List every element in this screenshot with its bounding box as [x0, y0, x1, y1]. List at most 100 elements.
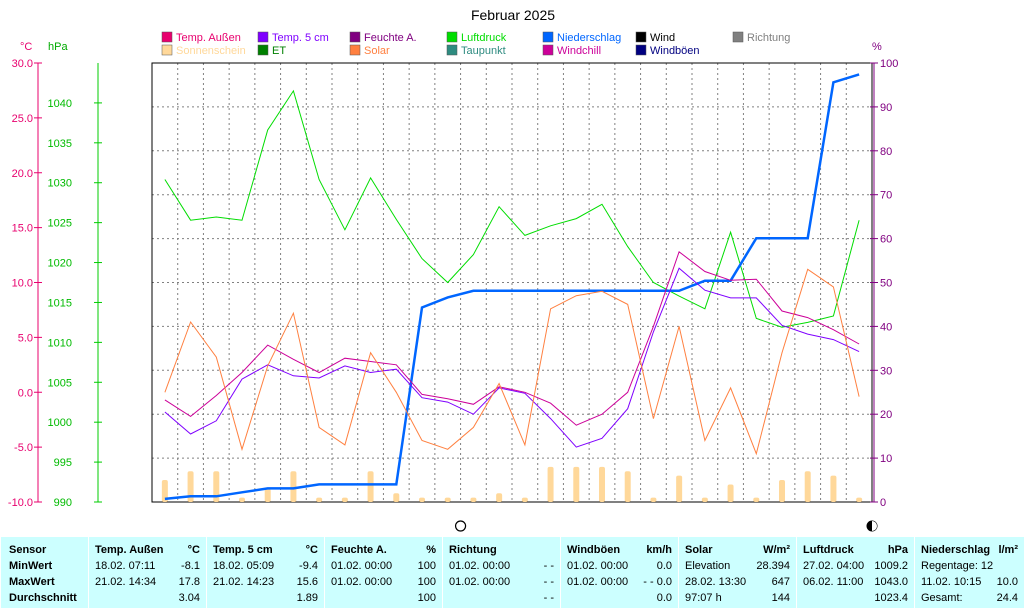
stats-column: Solar W/m² Elevation 28.394 28.02. 13:30 647 9… — [678, 537, 796, 608]
pressure-tick-label: 1035 — [48, 138, 72, 150]
stats-cell-value: 0.0 — [656, 560, 672, 572]
sunshine-bar — [701, 497, 708, 502]
stats-row-label: MinWert — [9, 560, 53, 572]
stats-column-unit: °C — [187, 544, 200, 556]
stats-column-title: Temp. 5 cm — [213, 544, 273, 556]
legend-label: Windböen — [650, 45, 700, 57]
stats-cell-label: 01.02. 00:00 — [331, 576, 393, 588]
temp-tick-label: -10.0 — [8, 497, 33, 509]
stats-cell-value: - - — [543, 592, 554, 604]
pressure-tick-label: 1025 — [48, 218, 72, 230]
sunshine-bar — [650, 497, 657, 502]
series-line-luftdruck — [164, 89, 860, 328]
stats-cell-label: 28.02. 13:30 — [685, 576, 747, 588]
temp-unit-label: °C — [20, 41, 32, 53]
temp-tick-label: 25.0 — [12, 113, 33, 125]
stats-cell-value: 100 — [417, 592, 436, 604]
percent-tick-label: 0 — [880, 497, 886, 509]
sunshine-bar — [341, 497, 348, 502]
moon-phase-highlight — [872, 521, 877, 531]
pressure-unit-label: hPa — [48, 41, 68, 53]
stats-column-title: Richtung — [449, 544, 497, 556]
legend-swatch — [446, 44, 458, 56]
stats-cell-value: 100 — [417, 560, 436, 572]
sunshine-bar — [727, 484, 734, 502]
stats-cell-label: 97:07 h — [685, 592, 722, 604]
legend-swatch — [446, 31, 458, 43]
stats-cell-value: 28.394 — [756, 560, 790, 572]
sunshine-bar — [239, 497, 245, 502]
stats-row-label: Durchschnitt — [9, 592, 77, 604]
stats-column: Windböen km/h 01.02. 00:00 0.0 01.02. 00:00 -… — [560, 537, 678, 608]
stats-column: Temp. Außen °C 18.02. 07:11 -8.1 21.02. 14:3… — [88, 537, 206, 608]
stats-cell-label: 01.02. 00:00 — [567, 560, 629, 572]
stats-cell-value: 647 — [771, 576, 790, 588]
stats-column-title: Temp. Außen — [95, 544, 164, 556]
stats-column-title: Solar — [685, 544, 713, 556]
legend-label: ET — [272, 45, 286, 57]
percent-unit-label: % — [872, 41, 882, 53]
stats-cell-label: 18.02. 07:11 — [95, 560, 156, 572]
stats-column-unit: °C — [305, 544, 318, 556]
percent-tick-label: 20 — [880, 409, 892, 421]
series-line-temp-au-en — [164, 250, 860, 426]
stats-column-unit: km/h — [646, 544, 672, 556]
legend-swatch — [635, 31, 647, 43]
sunshine-bar — [521, 497, 528, 502]
pressure-tick-label: 1010 — [48, 337, 72, 349]
stats-column-title: Feuchte A. — [331, 544, 387, 556]
stats-cell-value: 1043.0 — [874, 576, 908, 588]
stats-cell-label: Regentage: 12 — [921, 560, 994, 572]
temp-tick-label: -5.0 — [14, 442, 33, 454]
stats-cell-value: 0.0 — [656, 592, 672, 604]
series-lines — [164, 73, 860, 501]
stats-column-title: Luftdruck — [803, 544, 854, 556]
sunshine-bar — [496, 493, 503, 502]
stats-cell-label: 21.02. 14:34 — [95, 576, 157, 588]
stats-cell-value: 100 — [417, 576, 436, 588]
pressure-tick-label: 1040 — [48, 98, 72, 110]
series-line-niederschlag — [164, 73, 860, 501]
sunshine-bar — [599, 466, 605, 502]
stats-cell-label: 18.02. 05:09 — [213, 560, 275, 572]
stats-cell-value: 24.4 — [996, 592, 1018, 604]
stats-column: Feuchte A.% 01.02. 00:00 100 01.02. 00:00 10… — [324, 537, 442, 608]
legend-label: Taupunkt — [461, 45, 506, 57]
temp-tick-label: 15.0 — [12, 223, 33, 235]
temp-tick-label: 30.0 — [12, 58, 33, 70]
series-line-solar — [164, 268, 860, 456]
sunshine-bar — [624, 471, 631, 502]
legend-label: Windchill — [557, 45, 601, 57]
stats-cell-value: 10.0 — [996, 576, 1018, 588]
sunshine-bar — [470, 497, 477, 502]
stats-cell-value: - - — [543, 560, 554, 572]
stats-cell-label: Gesamt: — [921, 592, 963, 604]
percent-tick-label: 70 — [880, 190, 892, 202]
pressure-tick-label: 990 — [54, 497, 72, 509]
sunshine-bar — [187, 471, 194, 502]
legend-swatch — [349, 31, 361, 43]
chart-axes: °C hPa % 30.0 25.0 20.0 15.0 10.0 5.0 0.0 -5.0 -10.… — [8, 41, 898, 509]
legend-label: Solar — [364, 45, 390, 57]
weather-chart: °C hPa % 30.0 25.0 20.0 15.0 10.0 5.0 0.0 -5.0 -10.… — [8, 7, 898, 532]
stats-column: Richtung 01.02. 00:00 - - 01.02. 00:00 - - - … — [442, 537, 560, 608]
stats-column: Niederschlag l/m² Regentage: 12 11.02. 10:1… — [914, 537, 1024, 608]
stats-column-title: Windböen — [567, 544, 621, 556]
legend-swatch — [257, 31, 269, 43]
moon-markers — [454, 520, 878, 532]
stats-cell-label: 21.02. 14:23 — [213, 576, 275, 588]
legend-swatch — [732, 31, 744, 43]
stats-cell-label: 01.02. 00:00 — [567, 576, 629, 588]
sunshine-bar — [290, 471, 297, 502]
legend-swatch — [635, 44, 647, 56]
sunshine-bar — [547, 466, 554, 502]
sunshine-bar — [830, 475, 837, 502]
percent-tick-label: 50 — [880, 278, 892, 290]
pressure-tick-label: 995 — [54, 457, 72, 469]
sunshine-bar — [856, 497, 863, 502]
percent-tick-label: 80 — [880, 146, 892, 158]
pressure-tick-label: 1020 — [48, 258, 72, 270]
stats-sensor-header: Sensor — [9, 544, 47, 556]
stats-cell-label: 11.02. 10:15 — [921, 576, 982, 588]
stats-column-unit: W/m² — [763, 544, 790, 556]
